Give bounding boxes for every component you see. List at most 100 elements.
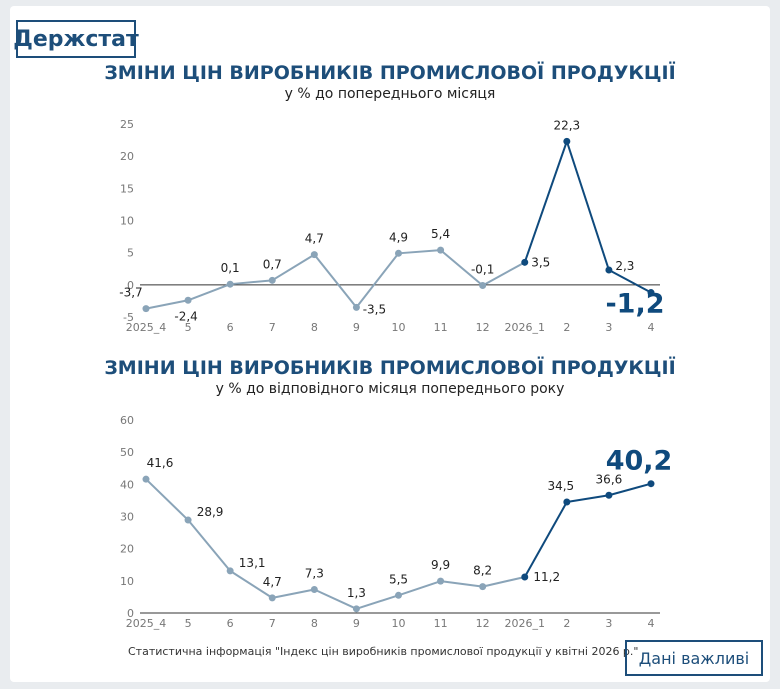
chart2-title: ЗМІНИ ЦІН ВИРОБНИКІВ ПРОМИСЛОВОЇ ПРОДУКЦ…	[104, 357, 676, 379]
chart1-point	[310, 251, 318, 259]
chart1-line-segment	[565, 141, 610, 271]
chart2-point	[142, 475, 150, 483]
chart2-ytick: 20	[120, 543, 134, 556]
chart1-data-label: 22,3	[553, 118, 580, 132]
chart1-point	[479, 281, 487, 289]
derzhstat-logo: Держстат	[13, 20, 139, 58]
chart2-data-label: 41,6	[147, 456, 174, 470]
chart1-line-segment	[398, 249, 441, 255]
chart1-ytick: 10	[120, 215, 134, 228]
chart1-data-label: -2,4	[174, 309, 197, 323]
chart2-data-label: 7,3	[305, 567, 324, 581]
chart2-point	[268, 594, 276, 602]
chart2-line-segment	[313, 588, 357, 610]
chart1-xtick: 4	[648, 321, 655, 334]
chart2-point	[226, 567, 234, 575]
chart1-point	[268, 276, 276, 284]
chart1-point	[184, 296, 192, 304]
chart1-ytick: 20	[120, 150, 134, 163]
chart2-xtick: 12	[476, 617, 490, 630]
chart2-point	[184, 516, 192, 524]
chart1-data-label: 5,4	[431, 227, 450, 241]
chart1-xtick: 2	[563, 321, 570, 334]
chart2-subtitle: у % до відповідного місяця попереднього …	[215, 381, 565, 397]
chart1-ytick: -5	[123, 311, 134, 324]
chart2-point	[437, 577, 445, 585]
chart1-point	[521, 258, 529, 266]
chart1-data-label: 4,7	[305, 232, 324, 246]
chart2-xtick: 8	[311, 617, 318, 630]
chart1-line-segment	[187, 283, 231, 302]
chart1-point	[647, 289, 655, 297]
source-note: Статистична інформація "Індекс цін вироб…	[128, 645, 639, 658]
chart2-line-segment	[440, 580, 483, 588]
chart1-xtick: 9	[353, 321, 360, 334]
chart1-xtick: 2026_1	[505, 321, 546, 334]
chart2-xtick: 5	[185, 617, 192, 630]
chart1-xtick: 12	[476, 321, 490, 334]
chart2-point	[479, 583, 487, 591]
chart2-ytick: 30	[120, 511, 134, 524]
chart2-data-label: 28,9	[197, 505, 224, 519]
data-important-badge[interactable]: Дані важливі	[625, 640, 763, 676]
chart1-data-label: 4,9	[389, 230, 408, 244]
chart1-line-segment	[230, 279, 273, 286]
chart2-line-segment	[398, 580, 441, 597]
chart2-line-segment	[229, 570, 273, 599]
chart2-point	[395, 591, 402, 599]
chart1-point	[437, 246, 445, 254]
chart1-data-label: -1,2	[605, 289, 664, 320]
chart2-data-label: 4,7	[263, 575, 282, 589]
chart1-xtick: 11	[434, 321, 448, 334]
chart2-line-segment	[523, 501, 568, 578]
chart2-data-label: 8,2	[473, 564, 492, 578]
chart1-data-label: 0,1	[221, 261, 240, 275]
chart1-data-label: 0,7	[263, 257, 282, 271]
chart2-ytick: 40	[120, 478, 134, 491]
chart2-data-label: 13,1	[239, 556, 266, 570]
chart2-data-label: 36,6	[596, 472, 623, 486]
chart1-point	[605, 266, 613, 274]
chart1-point	[395, 249, 402, 257]
chart2-ytick: 60	[120, 414, 134, 427]
infographic-card	[10, 6, 770, 682]
chart1-point	[142, 305, 150, 313]
chart2-line-segment	[566, 494, 610, 504]
chart1-ytick: 5	[127, 247, 134, 260]
chart1-point	[563, 137, 571, 145]
chart1-line-segment	[313, 253, 358, 308]
chart1-ytick: 15	[120, 182, 134, 195]
chart1-xtick: 10	[392, 321, 406, 334]
chart2-ytick: 50	[120, 446, 134, 459]
chart2-data-label: 9,9	[431, 558, 450, 572]
chart2-data-label: 1,3	[347, 586, 366, 600]
chart1-ytick: 0	[127, 279, 134, 292]
chart2-xtick: 10	[392, 617, 406, 630]
chart2-xtick: 9	[353, 617, 360, 630]
chart2-xtick: 11	[434, 617, 448, 630]
chart2-data-label: 40,2	[606, 446, 673, 477]
chart2-point	[647, 480, 655, 488]
chart2-xtick: 2025_4	[126, 617, 167, 630]
chart2-line-segment	[187, 519, 231, 572]
chart2-point	[605, 491, 613, 499]
chart2-xtick: 6	[227, 617, 234, 630]
chart2-data-label: 5,5	[389, 572, 408, 586]
chart1-point	[352, 303, 360, 311]
chart1-line-segment	[608, 269, 652, 294]
chart2-ytick: 10	[120, 575, 134, 588]
chart1-title: ЗМІНИ ЦІН ВИРОБНИКІВ ПРОМИСЛОВОЇ ПРОДУКЦ…	[104, 62, 676, 84]
chart2-xtick: 3	[605, 617, 612, 630]
chart1-subtitle: у % до попереднього місяця	[284, 86, 496, 102]
chart2-point	[563, 498, 571, 506]
chart1-line-segment	[355, 252, 400, 308]
chart1-line-segment	[439, 249, 484, 287]
chart1-xtick: 6	[227, 321, 234, 334]
chart1-point	[226, 280, 234, 288]
chart1-data-label: 2,3	[615, 259, 634, 273]
chart1-ytick: 25	[120, 118, 134, 131]
chart2-xtick: 2026_1	[505, 617, 546, 630]
chart1-line-segment	[145, 299, 189, 310]
chart2-point	[352, 605, 360, 613]
